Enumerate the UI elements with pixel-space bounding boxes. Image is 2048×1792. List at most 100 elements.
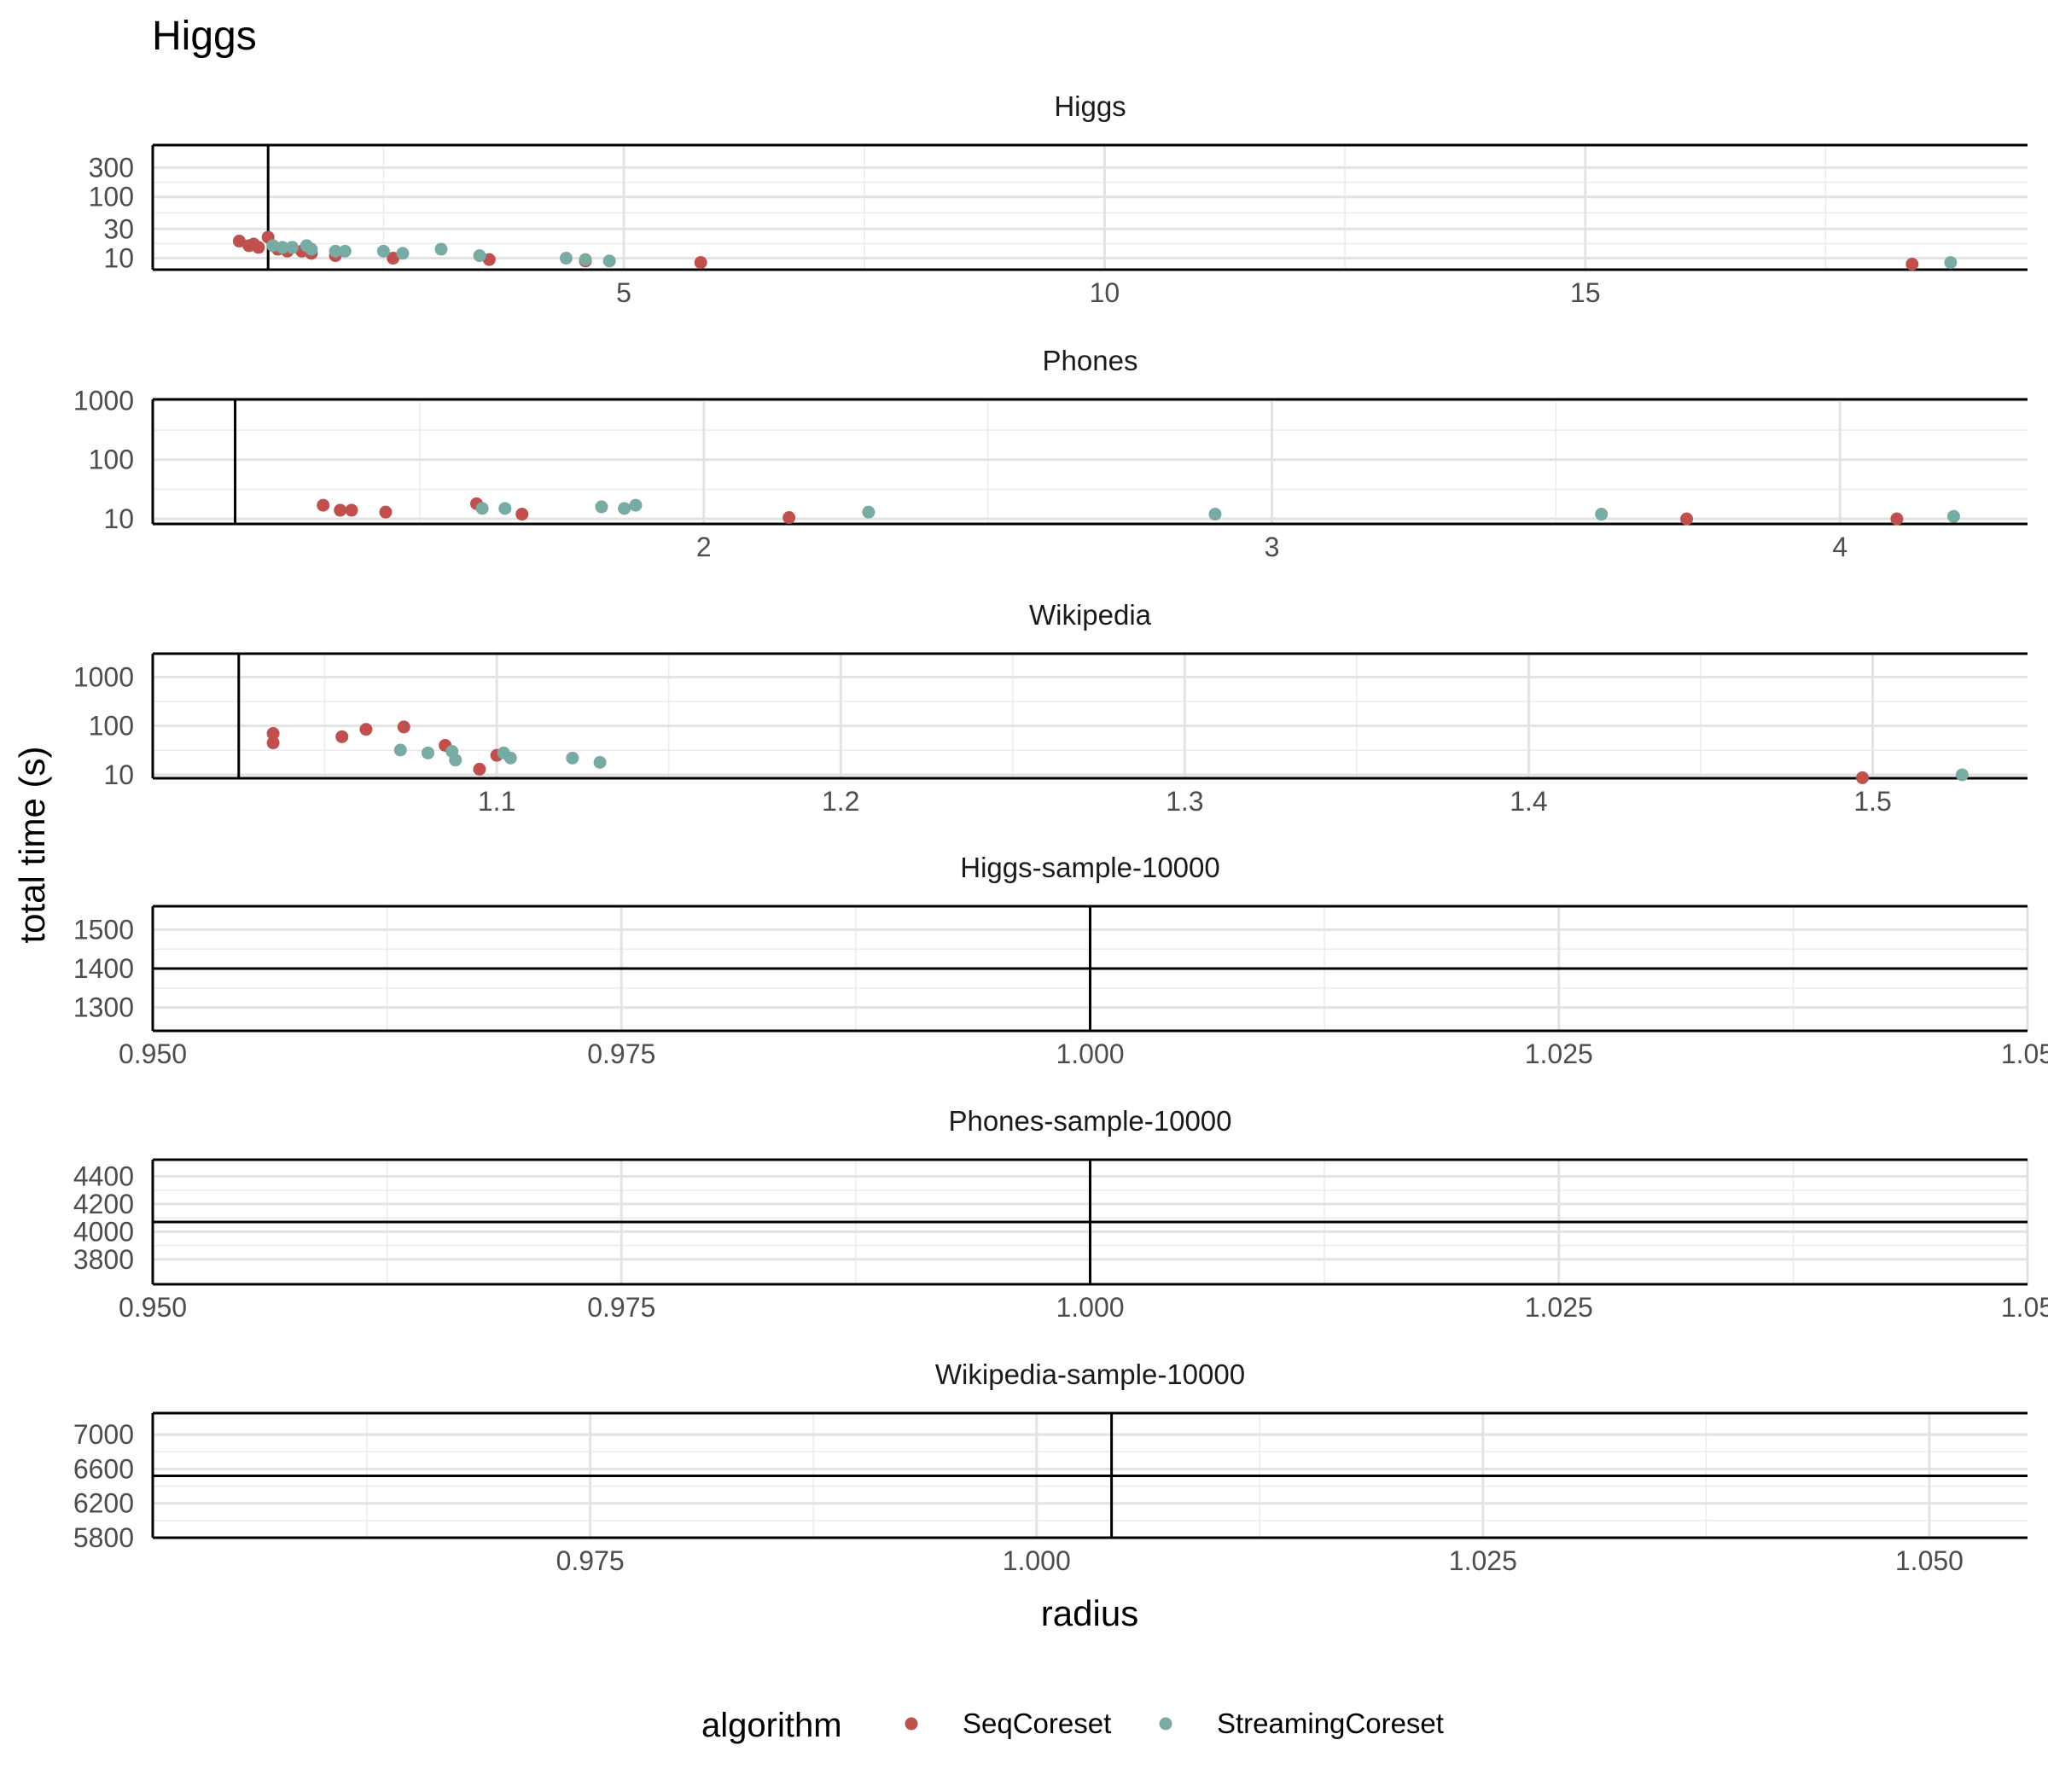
x-tick-label: 1.000 <box>1003 1545 1071 1576</box>
legend-items: SeqCoreset StreamingCoreset <box>905 1708 1444 1739</box>
point-streamingcoreset <box>1946 509 1960 523</box>
legend: algorithm SeqCoreset StreamingCoreset <box>701 1707 1444 1744</box>
x-axis-title: radius <box>1041 1593 1138 1633</box>
legend-key <box>905 1717 918 1731</box>
point-streamingcoreset <box>396 247 410 260</box>
point-seqcoreset <box>379 505 393 519</box>
legend-key <box>1159 1717 1172 1731</box>
x-tick-label: 5 <box>616 277 631 308</box>
point-seqcoreset <box>783 511 796 525</box>
point-streamingcoreset <box>579 253 592 266</box>
point-streamingcoreset <box>566 751 579 765</box>
point-streamingcoreset <box>475 502 489 515</box>
panel-title: Phones-sample-10000 <box>948 1105 1231 1137</box>
point-streamingcoreset <box>434 242 448 256</box>
point-seqcoreset <box>694 256 707 270</box>
y-tick-label: 6600 <box>73 1453 134 1484</box>
point-streamingcoreset <box>1595 508 1609 521</box>
point-streamingcoreset <box>376 244 390 258</box>
panel-1: Phones 2 3 4 10 100 1000 <box>73 345 2028 562</box>
point-seqcoreset <box>266 736 280 750</box>
y-tick-label: 10 <box>103 243 134 274</box>
y-tick-label: 4400 <box>73 1161 134 1191</box>
y-tick-label: 100 <box>89 445 134 475</box>
point-seqcoreset <box>1856 771 1870 784</box>
y-tick-label: 7000 <box>73 1419 134 1450</box>
point-streamingcoreset <box>503 751 517 765</box>
point-streamingcoreset <box>595 500 608 514</box>
x-tick-label: 1.050 <box>1895 1545 1964 1576</box>
panel-title: Higgs-sample-10000 <box>960 852 1220 883</box>
point-streamingcoreset <box>1944 256 1958 270</box>
y-tick-label: 6200 <box>73 1488 134 1519</box>
x-tick-label: 10 <box>1090 277 1120 308</box>
y-tick-label: 1000 <box>73 661 134 692</box>
x-tick-label: 0.950 <box>119 1292 187 1323</box>
point-seqcoreset <box>482 253 496 266</box>
x-tick-label: 1.025 <box>1525 1039 1593 1069</box>
y-tick-label: 3800 <box>73 1244 134 1275</box>
point-streamingcoreset <box>449 753 463 767</box>
point-seqcoreset <box>335 730 349 743</box>
panel-2: Wikipedia 1.1 1.2 1.3 1.4 1.5 10 100 1000 <box>73 599 2028 817</box>
panel-title: Phones <box>1043 345 1138 376</box>
y-tick-label: 4200 <box>73 1189 134 1219</box>
x-tick-label: 1.05 <box>2001 1039 2048 1069</box>
x-tick-label: 15 <box>1570 277 1601 308</box>
point-streamingcoreset <box>276 241 289 254</box>
x-tick-label: 1.025 <box>1525 1292 1593 1323</box>
point-seqcoreset <box>473 762 486 776</box>
x-tick-label: 1.000 <box>1056 1292 1124 1323</box>
point-seqcoreset <box>359 723 373 736</box>
y-tick-label: 10 <box>103 503 134 534</box>
point-seqcoreset <box>1890 512 1904 526</box>
y-tick-label: 100 <box>89 711 134 742</box>
x-tick-label: 1.05 <box>2001 1292 2048 1323</box>
x-tick-label: 1.1 <box>478 786 515 817</box>
y-tick-label: 1300 <box>73 992 134 1023</box>
point-seqcoreset <box>345 503 358 517</box>
x-tick-label: 1.2 <box>822 786 859 817</box>
point-streamingcoreset <box>559 252 573 265</box>
point-seqcoreset <box>317 498 330 512</box>
point-streamingcoreset <box>305 242 318 256</box>
point-streamingcoreset <box>1208 508 1222 521</box>
point-streamingcoreset <box>421 746 434 759</box>
x-tick-label: 0.975 <box>556 1545 625 1576</box>
y-tick-label: 1400 <box>73 953 134 984</box>
y-tick-label: 5800 <box>73 1522 134 1553</box>
x-tick-label: 1.025 <box>1449 1545 1517 1576</box>
point-streamingcoreset <box>618 502 631 515</box>
point-seqcoreset <box>252 241 265 254</box>
x-tick-label: 4 <box>1832 532 1847 562</box>
x-tick-label: 0.950 <box>119 1039 187 1069</box>
panel-title: Wikipedia-sample-10000 <box>935 1359 1245 1390</box>
y-tick-label: 30 <box>103 213 134 244</box>
x-tick-label: 2 <box>696 532 712 562</box>
point-seqcoreset <box>397 720 410 734</box>
y-tick-label: 4000 <box>73 1216 134 1247</box>
legend-label: StreamingCoreset <box>1217 1708 1444 1739</box>
plot-title: Higgs <box>152 14 257 59</box>
x-tick-label: 3 <box>1265 532 1280 562</box>
point-seqcoreset <box>387 252 400 265</box>
point-streamingcoreset <box>862 505 876 519</box>
y-tick-label: 100 <box>89 182 134 212</box>
point-streamingcoreset <box>338 244 352 258</box>
panel-4: Phones-sample-10000 0.950 0.975 1.000 1.025 1… <box>73 1105 2048 1323</box>
panel-3: Higgs-sample-10000 0.950 0.975 1.000 1.025 1.… <box>73 852 2048 1069</box>
point-seqcoreset <box>515 508 529 521</box>
y-tick-label: 1500 <box>73 914 134 945</box>
point-seqcoreset <box>1905 258 1919 271</box>
point-streamingcoreset <box>285 241 299 254</box>
y-tick-label: 1000 <box>73 385 134 416</box>
x-tick-label: 1.3 <box>1166 786 1203 817</box>
x-tick-label: 0.975 <box>587 1039 655 1069</box>
x-tick-label: 1.4 <box>1510 786 1547 817</box>
point-streamingcoreset <box>329 244 342 258</box>
point-streamingcoreset <box>266 239 280 253</box>
